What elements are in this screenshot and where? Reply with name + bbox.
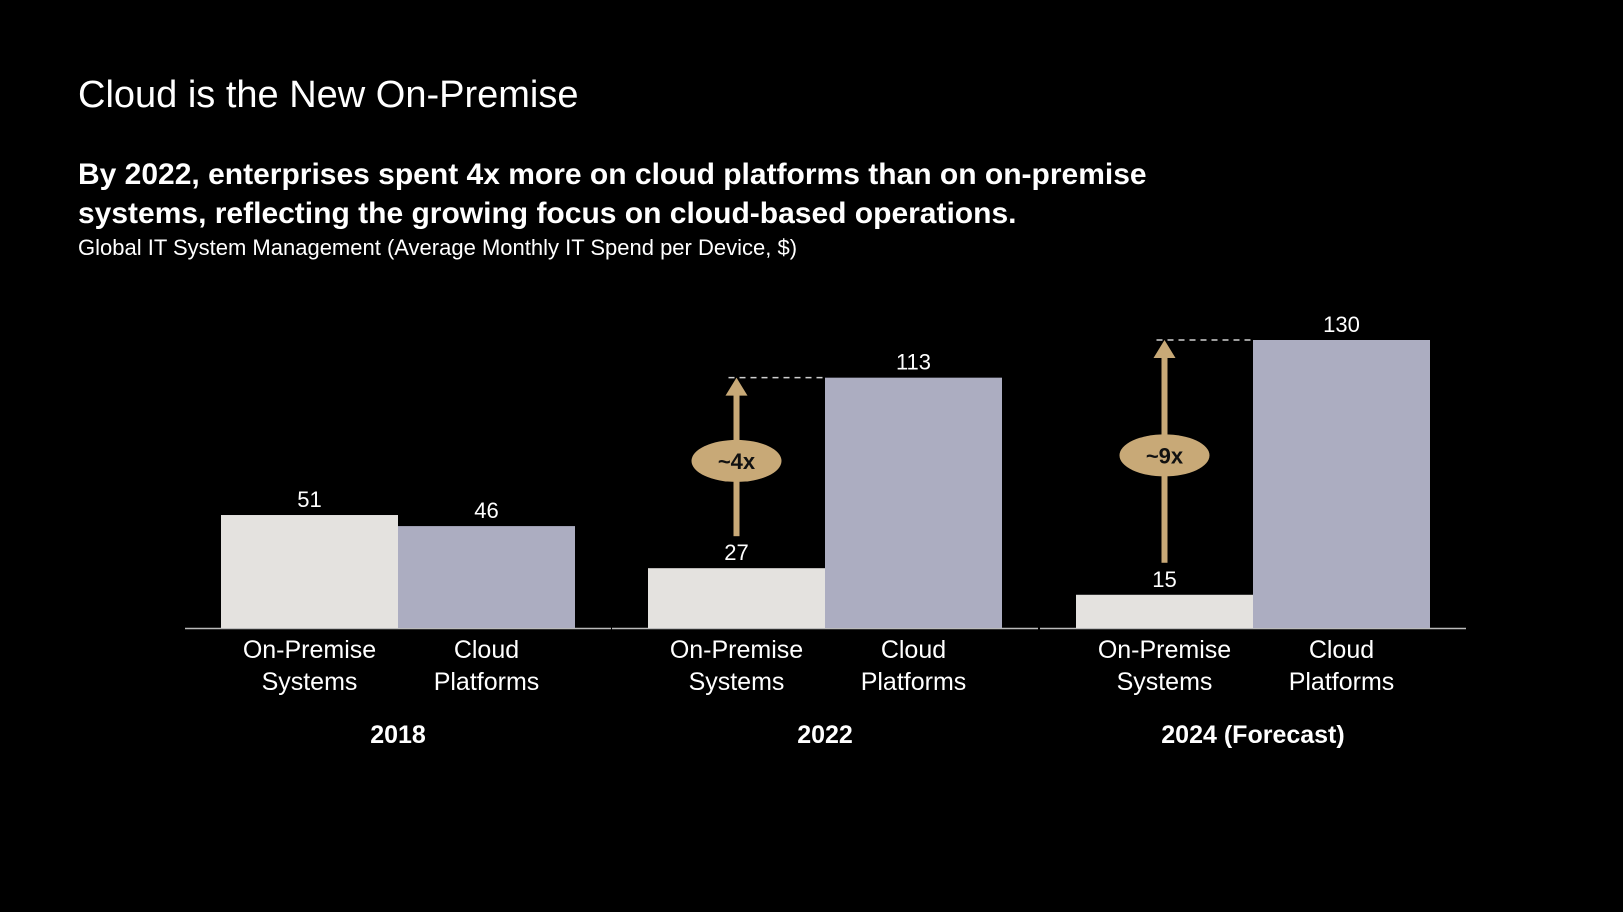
data-label: 46 (474, 498, 498, 523)
data-label: 130 (1323, 312, 1360, 337)
category-label: Systems (689, 668, 785, 696)
multiplier-label: ~4x (718, 449, 756, 474)
bar-on-premise (648, 568, 825, 628)
bar-cloud (398, 526, 575, 628)
data-label: 113 (896, 350, 931, 375)
category-label: Systems (1117, 668, 1213, 696)
category-label: Cloud (454, 636, 519, 664)
bar-cloud (1253, 340, 1430, 628)
category-label: Platforms (434, 668, 540, 696)
category-label: Platforms (1289, 668, 1395, 696)
data-label: 51 (297, 487, 321, 512)
category-label: On-Premise (670, 636, 803, 664)
category-label: On-Premise (243, 636, 376, 664)
category-label: Cloud (1309, 636, 1374, 664)
data-label: 15 (1152, 567, 1176, 592)
group-label: 2024 (Forecast) (1161, 721, 1344, 749)
growth-arrow-icon (1153, 340, 1176, 358)
category-label: Platforms (861, 668, 967, 696)
category-label: Systems (262, 668, 358, 696)
group-label: 2022 (797, 721, 853, 749)
bar-cloud (825, 377, 1002, 628)
category-label: Cloud (881, 636, 946, 664)
slide-headline: By 2022, enterprises spent 4x more on cl… (78, 158, 1147, 230)
multiplier-badge (1119, 434, 1210, 477)
growth-arrow-icon (725, 377, 748, 396)
chart-subtitle: Global IT System Management (Average Mon… (78, 235, 798, 260)
group-label: 2018 (370, 721, 426, 749)
category-label: On-Premise (1098, 636, 1231, 664)
data-label: 27 (724, 540, 748, 565)
multiplier-badge (691, 439, 782, 482)
bar-on-premise (1076, 594, 1253, 628)
slide-title: Cloud is the New On-Premise (78, 74, 579, 116)
bar-on-premise (221, 515, 398, 628)
multiplier-label: ~9x (1146, 443, 1184, 468)
